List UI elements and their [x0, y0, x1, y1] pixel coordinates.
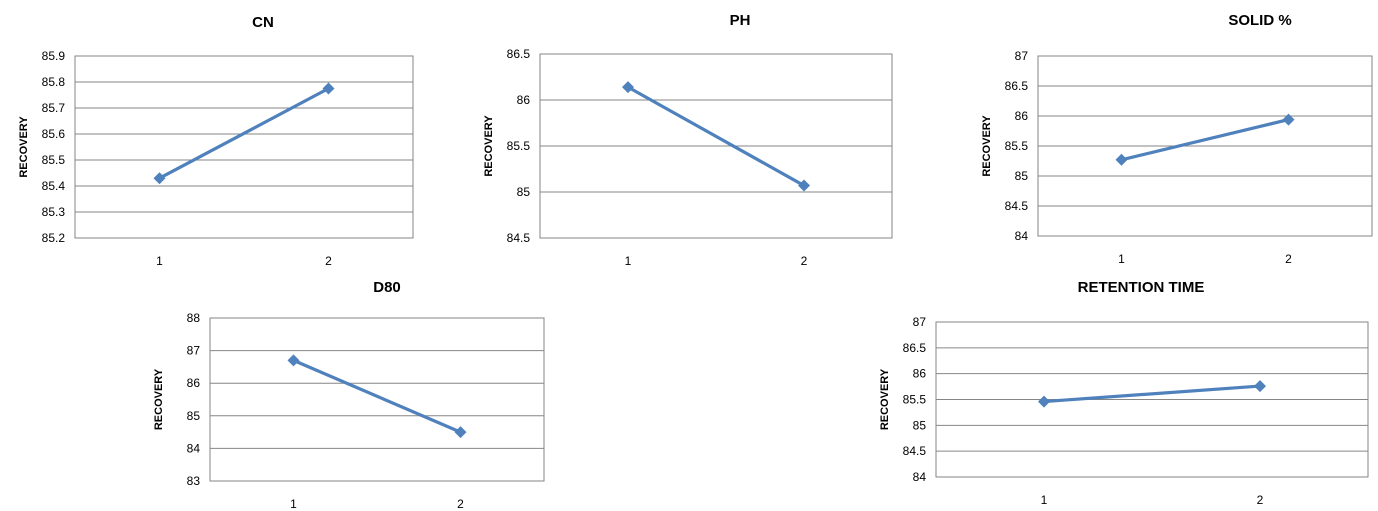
- series-line: [1119, 117, 1291, 162]
- plot-area: [1037, 55, 1373, 237]
- y-tick-label: 85: [517, 185, 531, 199]
- y-tick-label: 85.6: [42, 127, 66, 141]
- y-tick-label: 86: [517, 93, 531, 107]
- y-tick-label: 87: [913, 315, 927, 329]
- chart-svg: SOLID % RECOVERY 84 84.5 85 85.5 86 86.5 87 1 2: [981, 12, 1373, 266]
- y-tick-label: 85: [913, 418, 927, 432]
- y-tick-label: 84: [1015, 229, 1029, 243]
- chart-title: RETENTION TIME: [1078, 279, 1205, 296]
- x-tick-label: 2: [325, 254, 332, 268]
- y-axis-label: RECOVERY: [879, 368, 891, 430]
- y-tick-label: 85.8: [42, 75, 66, 89]
- y-tick-label: 85.7: [42, 101, 66, 115]
- series-line: [1042, 384, 1262, 404]
- chart-title: SOLID %: [1228, 12, 1291, 29]
- y-axis-label: RECOVERY: [981, 115, 993, 177]
- plot-area: [74, 55, 414, 239]
- y-tick-label: 84.5: [1005, 199, 1029, 213]
- y-tick-label: 86.5: [507, 47, 531, 61]
- x-tick-label: 2: [1257, 493, 1264, 507]
- y-tick-label: 85.4: [42, 179, 66, 193]
- x-tick-label: 1: [625, 254, 632, 268]
- data-point: [287, 354, 300, 367]
- data-point: [322, 82, 335, 95]
- y-tick-label: 86.5: [1005, 79, 1029, 93]
- x-tick-label: 1: [1041, 493, 1048, 507]
- y-tick-label: 85: [187, 409, 201, 423]
- y-tick-label: 85.3: [42, 205, 66, 219]
- y-tick-label: 87: [187, 344, 201, 358]
- y-tick-label: 85: [1015, 169, 1029, 183]
- chart-retention-time: RETENTION TIME RECOVERY 84 84.5 85 85.5 86 86.5…: [850, 272, 1378, 511]
- y-tick-label: 86: [1015, 109, 1029, 123]
- chart-title: CN: [252, 14, 274, 31]
- chart-ph: PH RECOVERY 84.5 85 85.5 86 86.5 1 2: [460, 0, 900, 280]
- y-axis-label: RECOVERY: [153, 368, 165, 430]
- y-tick-label: 83: [187, 474, 201, 488]
- y-axis-label: RECOVERY: [483, 115, 495, 177]
- data-point: [1254, 380, 1266, 393]
- x-tick-label: 2: [1285, 252, 1292, 266]
- chart-svg: CN RECOVERY 85.2 85.3 85.4 85.5 85.6 85.7 85.8 85…: [18, 14, 414, 268]
- chart-title: D80: [373, 279, 401, 296]
- chart-title: PH: [730, 12, 751, 29]
- plot-area: [209, 317, 545, 482]
- chart-svg: D80 RECOVERY 83 84 85 86 87 88 1 2: [153, 279, 545, 511]
- y-tick-label: 85.2: [42, 231, 66, 245]
- y-tick-label: 85.5: [42, 153, 66, 167]
- data-point: [622, 81, 634, 94]
- data-point: [153, 172, 166, 185]
- x-tick-label: 1: [1118, 252, 1125, 266]
- y-tick-label: 84.5: [507, 231, 531, 245]
- y-tick-label: 85.5: [507, 139, 531, 153]
- y-tick-label: 85.5: [1005, 139, 1029, 153]
- x-tick-label: 1: [156, 254, 163, 268]
- data-point: [454, 426, 467, 439]
- chart-cn: CN RECOVERY 85.2 85.3 85.4 85.5 85.6 85.7 85.8 85…: [0, 0, 430, 280]
- y-tick-label: 88: [187, 311, 201, 325]
- y-tick-label: 86.5: [903, 341, 927, 355]
- y-tick-label: 85.9: [42, 49, 66, 63]
- series-line: [291, 358, 463, 434]
- y-tick-label: 84: [187, 441, 201, 455]
- y-tick-label: 85.5: [903, 393, 927, 407]
- data-point: [1115, 153, 1128, 166]
- chart-solid: SOLID % RECOVERY 84 84.5 85 85.5 86 86.5 87 1 2: [940, 0, 1378, 280]
- data-point: [1038, 395, 1050, 408]
- x-tick-label: 1: [290, 497, 297, 511]
- plot-area: [539, 53, 893, 239]
- chart-svg: PH RECOVERY 84.5 85 85.5 86 86.5 1 2: [483, 12, 893, 268]
- y-tick-label: 84: [913, 470, 927, 484]
- y-tick-label: 86: [913, 367, 927, 381]
- x-tick-label: 2: [457, 497, 464, 511]
- chart-d80: D80 RECOVERY 83 84 85 86 87 88 1 2: [150, 272, 570, 511]
- x-tick-label: 2: [801, 254, 808, 268]
- data-point: [798, 179, 810, 192]
- y-tick-label: 84.5: [903, 444, 927, 458]
- plot-area: [935, 321, 1369, 478]
- y-axis-label: RECOVERY: [18, 116, 30, 178]
- series-line: [157, 86, 331, 180]
- data-point: [1282, 113, 1295, 126]
- y-tick-label: 87: [1015, 49, 1029, 63]
- chart-svg: RETENTION TIME RECOVERY 84 84.5 85 85.5 86 86.5…: [879, 279, 1369, 507]
- series-line: [626, 85, 806, 188]
- y-tick-label: 86: [187, 376, 201, 390]
